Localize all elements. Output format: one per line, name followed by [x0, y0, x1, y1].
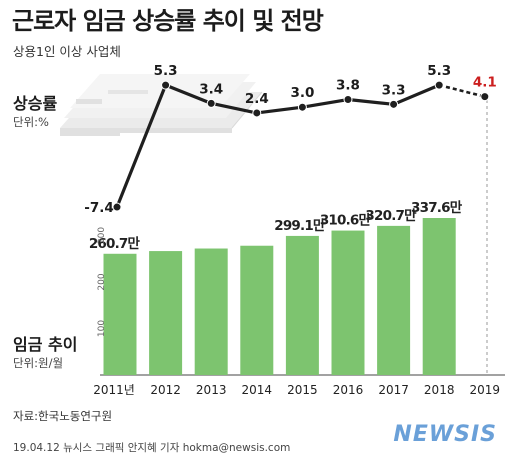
wage-trend-label: 임금 추이 — [13, 335, 78, 354]
x-axis-label: 2011년 — [93, 383, 135, 397]
x-axis-label: 2017 — [378, 383, 409, 397]
wage-bar — [240, 245, 274, 375]
wage-bar-value-label: 310.6만 — [320, 213, 372, 229]
growth-rate-value-label: 2.4 — [245, 91, 269, 107]
wage-bar — [331, 230, 365, 375]
growth-rate-unit: 단위:% — [13, 115, 49, 129]
wage-trend-unit: 단위:원/월 — [13, 356, 64, 370]
growth-rate-point — [161, 80, 171, 90]
growth-rate-point — [206, 98, 216, 108]
wage-bar — [149, 251, 183, 375]
x-axis-label: 2012 — [150, 383, 181, 397]
chart-subtitle: 상용1인 이상 사업체 — [13, 44, 121, 59]
growth-rate-value-label: 5.3 — [427, 63, 451, 79]
chart-title: 근로자 임금 상승률 추이 및 전망 — [12, 7, 324, 35]
x-axis-label: 2016 — [333, 383, 364, 397]
x-axis-label: 2015 — [287, 383, 318, 397]
wage-bar — [103, 253, 137, 375]
growth-rate-point — [343, 95, 353, 105]
growth-rate-point — [252, 108, 262, 118]
y-tick-label: 200 — [97, 273, 107, 290]
y-tick-label: 300 — [97, 227, 107, 244]
growth-rate-line — [115, 83, 440, 208]
newsis-logo: NEWSIS — [393, 422, 497, 447]
y-tick-label: 100 — [97, 320, 107, 337]
x-axis-label: 2013 — [196, 383, 227, 397]
money-stack-illustration — [60, 74, 263, 136]
wage-bar-value-label: 299.1만 — [274, 218, 326, 234]
growth-rate-label: 상승률 — [13, 94, 58, 113]
growth-rate-value-label: 3.0 — [290, 85, 314, 101]
x-axis-label: 2018 — [424, 383, 455, 397]
x-axis-label: 2019 — [470, 383, 501, 397]
growth-rate-value-label: -7.4 — [84, 200, 114, 216]
growth-rate-point — [297, 102, 307, 112]
wage-bar — [422, 218, 456, 375]
wage-bar — [377, 225, 411, 375]
wage-bar-value-label: 320.7만 — [365, 208, 417, 224]
growth-rate-forecast-line — [438, 83, 486, 98]
x-axis-label: 2014 — [242, 383, 273, 397]
growth-rate-value-label: 3.4 — [199, 81, 223, 97]
growth-rate-value-label: 3.8 — [336, 78, 360, 94]
wage-bar — [194, 248, 228, 375]
growth-rate-point — [480, 92, 490, 102]
growth-rate-value-label: 3.3 — [382, 82, 406, 98]
source-note: 자료:한국노동연구원 — [13, 409, 113, 423]
growth-rate-value-label: 4.1 — [473, 75, 497, 91]
growth-rate-point — [389, 99, 399, 109]
wage-bar-value-label: 260.7만 — [89, 236, 141, 252]
growth-rate-point — [434, 80, 444, 90]
growth-rate-value-label: 5.3 — [154, 63, 178, 79]
credit-line: 19.04.12 뉴시스 그래픽 안지혜 기자 hokma@newsis.com — [13, 442, 291, 454]
wage-bar-value-label: 337.6만 — [411, 200, 463, 216]
wage-bar — [285, 235, 319, 375]
growth-rate-point — [112, 202, 122, 212]
